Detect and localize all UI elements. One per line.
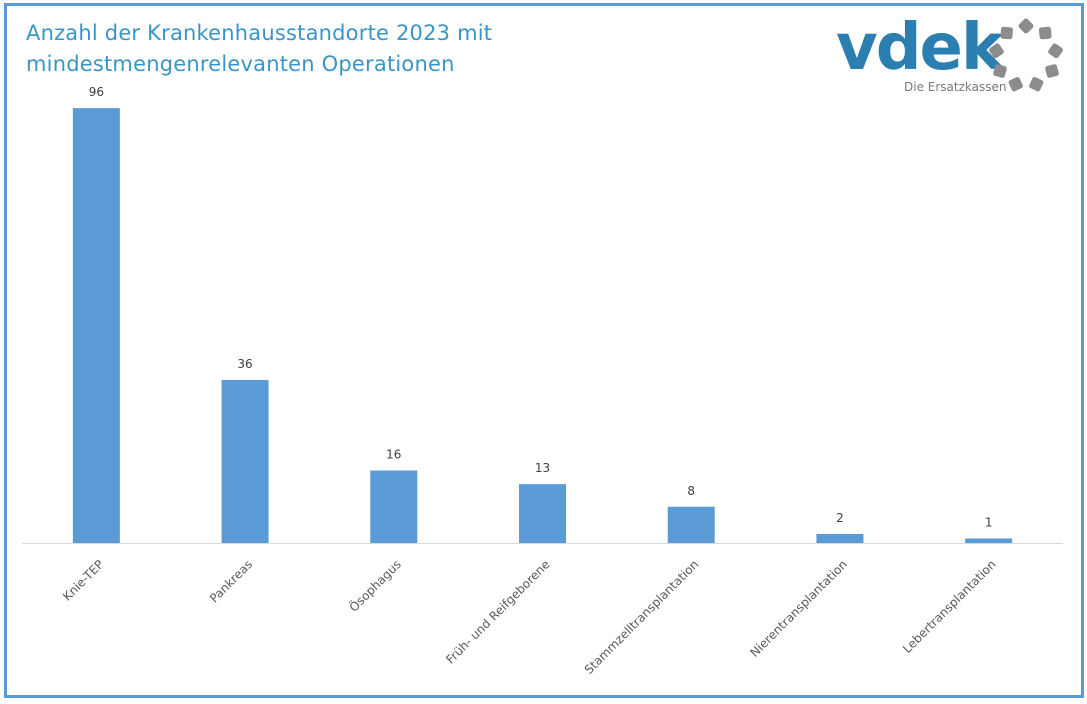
bar-0 — [72, 108, 120, 544]
category-label-3: Früh- und Reifgeborene — [443, 557, 552, 666]
value-labels-layer: 96 36 16 13 8 2 1 — [89, 85, 993, 529]
chart-title: Anzahl der Krankenhausstandorte 2023 mit… — [26, 18, 586, 80]
value-label-4: 8 — [687, 484, 695, 498]
logo-wordmark: vdek — [836, 11, 1003, 85]
category-label-6: Lebertransplantation — [900, 557, 999, 656]
vdek-ring-logo-icon — [989, 18, 1063, 92]
logo-ring-segment — [989, 43, 1004, 59]
bar-6 — [965, 538, 1013, 543]
category-label-0: Knie-TEP — [60, 557, 106, 603]
category-labels-layer: Knie-TEP Pankreas Ösophagus Früh- und Reifg… — [60, 556, 999, 677]
vdek-logo: vdek Die Ersatzkassen — [830, 11, 1070, 100]
value-label-1: 36 — [237, 357, 252, 371]
value-label-3: 13 — [535, 461, 550, 475]
value-label-2: 16 — [386, 448, 401, 462]
logo-ring-segment — [993, 64, 1007, 78]
chart-title-line1: Anzahl der Krankenhausstandorte 2023 mit — [26, 21, 493, 45]
logo-ring-segment — [1008, 77, 1023, 92]
bar-5 — [816, 533, 864, 543]
category-label-5: Nierentransplantation — [747, 557, 850, 660]
bar-1 — [221, 379, 269, 543]
logo-tagline: Die Ersatzkassen — [904, 80, 1007, 94]
bars-layer — [72, 108, 1013, 544]
logo-ring-segment — [1018, 18, 1034, 34]
bar-3 — [519, 484, 566, 543]
value-label-5: 2 — [836, 511, 844, 525]
chart-title-line2: mindestmengenrelevanten Operationen — [26, 52, 455, 76]
category-label-4: Stammzelltransplantation — [582, 557, 702, 677]
value-label-0: 96 — [89, 85, 104, 99]
logo-ring-segment — [1048, 43, 1063, 59]
chart-frame — [4, 3, 1084, 698]
category-label-1: Pankreas — [207, 557, 255, 605]
logo-ring-segment — [1029, 77, 1044, 92]
logo-ring-segment — [1045, 64, 1059, 78]
category-label-2: Ösophagus — [345, 556, 404, 615]
bar-4 — [667, 506, 715, 543]
value-label-6: 1 — [985, 515, 993, 529]
bar-2 — [370, 470, 418, 543]
logo-ring-segment — [1000, 26, 1014, 40]
logo-ring-segment — [1038, 26, 1052, 40]
